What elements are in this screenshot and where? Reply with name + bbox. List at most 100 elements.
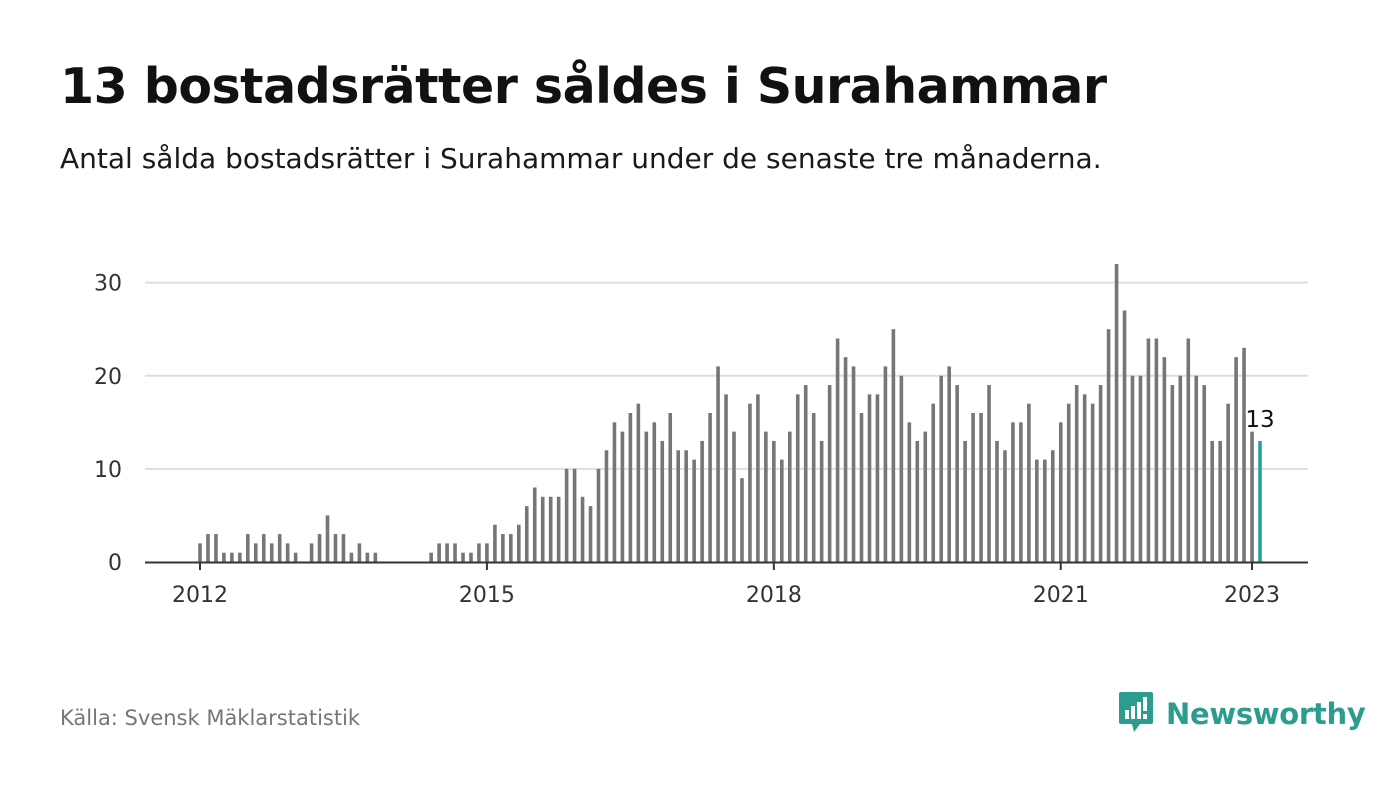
bar xyxy=(931,403,936,562)
bar xyxy=(748,403,752,562)
bar xyxy=(357,543,362,563)
bar xyxy=(867,394,872,563)
bar xyxy=(604,450,609,562)
bar xyxy=(317,534,322,562)
bar xyxy=(676,450,680,562)
bar xyxy=(1074,385,1079,562)
bar xyxy=(437,543,441,563)
bar xyxy=(612,422,617,562)
bar xyxy=(453,543,457,563)
bar xyxy=(1218,440,1222,562)
bar xyxy=(238,552,242,562)
bar xyxy=(1058,422,1063,562)
bar xyxy=(947,366,951,562)
bar xyxy=(907,422,912,562)
bar xyxy=(692,459,696,562)
bar xyxy=(373,552,378,562)
bar xyxy=(1226,403,1230,562)
bar xyxy=(588,506,593,563)
x-axis-ticks: 2012 2015 2018 2021 2023 xyxy=(172,562,1280,608)
bar xyxy=(915,440,920,562)
bar xyxy=(995,440,999,562)
bar xyxy=(341,534,346,562)
bar xyxy=(556,496,561,562)
bar xyxy=(716,366,720,562)
bar xyxy=(1011,422,1015,562)
bar xyxy=(485,543,489,563)
bar xyxy=(517,524,521,562)
bar xyxy=(1138,375,1143,562)
bar xyxy=(756,394,760,563)
bar xyxy=(477,543,481,563)
y-tick-label: 20 xyxy=(94,365,122,390)
bar xyxy=(509,534,513,562)
bar xyxy=(971,413,975,562)
bar xyxy=(668,413,673,562)
bar xyxy=(1043,459,1047,562)
bar xyxy=(875,394,880,563)
bar xyxy=(253,543,258,563)
bar xyxy=(1146,338,1151,562)
bar xyxy=(772,440,776,562)
page-title: 13 bostadsrätter såldes i Surahammar xyxy=(60,58,1107,115)
bar xyxy=(1082,394,1087,563)
bar xyxy=(732,431,736,563)
bar xyxy=(1202,385,1207,562)
bar xyxy=(684,450,688,562)
bar xyxy=(1234,357,1238,563)
bar xyxy=(1170,385,1175,562)
bar xyxy=(501,534,505,562)
bar xyxy=(1114,264,1119,562)
bar xyxy=(1035,459,1039,562)
bar xyxy=(1003,450,1007,562)
bar xyxy=(524,506,529,563)
bar xyxy=(325,515,330,562)
bar xyxy=(636,403,641,562)
bar-highlighted xyxy=(1258,440,1262,562)
bars xyxy=(198,264,1262,563)
bar xyxy=(923,431,928,563)
bar xyxy=(883,366,888,562)
bar xyxy=(724,394,728,563)
bar xyxy=(269,543,274,563)
bar xyxy=(548,496,553,562)
x-tick-label: 2012 xyxy=(172,583,228,608)
y-tick-label: 0 xyxy=(108,551,122,576)
bar xyxy=(564,468,569,563)
x-tick-label: 2021 xyxy=(1033,583,1089,608)
bar xyxy=(780,459,784,562)
bar xyxy=(955,385,959,562)
bar xyxy=(349,552,354,562)
bar xyxy=(899,375,904,562)
bar xyxy=(429,552,433,562)
y-tick-label: 10 xyxy=(94,458,122,483)
bar xyxy=(206,534,210,562)
bar xyxy=(939,375,944,562)
brand-name: Newsworthy xyxy=(1166,697,1366,731)
bar xyxy=(1027,403,1031,562)
bar xyxy=(333,534,338,562)
bar xyxy=(540,496,545,562)
bar xyxy=(819,440,824,562)
bar xyxy=(572,468,577,563)
bar xyxy=(987,385,991,562)
bar xyxy=(835,338,840,562)
bar xyxy=(198,543,202,563)
bar xyxy=(261,534,266,562)
bar xyxy=(1019,422,1023,562)
bar xyxy=(285,543,290,563)
bar xyxy=(469,552,473,562)
bar xyxy=(827,385,832,562)
bar xyxy=(979,413,983,562)
bar xyxy=(309,543,314,563)
bar xyxy=(230,552,234,562)
bar xyxy=(652,422,657,562)
bar xyxy=(493,524,497,562)
bar xyxy=(1178,375,1183,562)
bar xyxy=(963,440,967,562)
brand-logo[interactable]: Newsworthy xyxy=(1118,690,1366,738)
bar xyxy=(1154,338,1159,562)
bar xyxy=(246,534,250,562)
bar xyxy=(1050,450,1055,562)
y-tick-label: 30 xyxy=(94,272,122,297)
